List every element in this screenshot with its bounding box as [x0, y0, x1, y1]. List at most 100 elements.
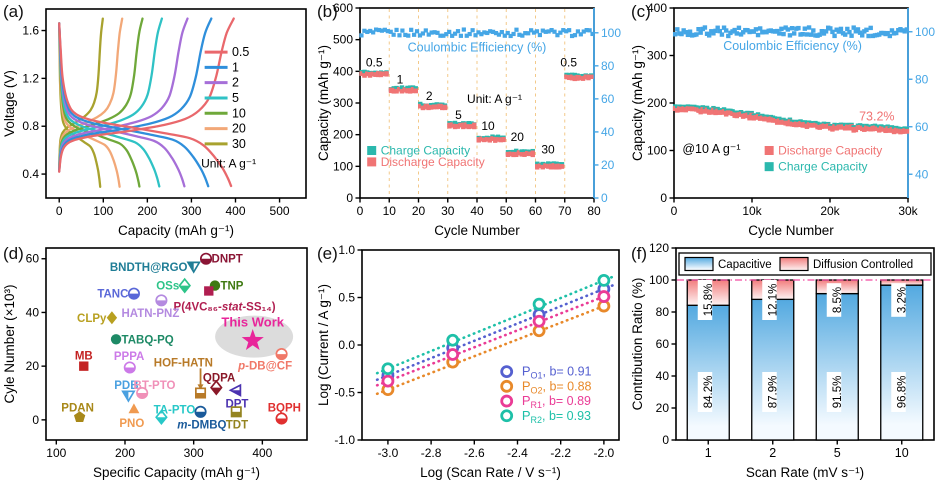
svg-text:This Work: This Work	[221, 315, 284, 330]
svg-text:120: 120	[649, 242, 669, 255]
svg-text:30: 30	[232, 137, 246, 151]
panel-c: (c) 0 10k 20k 30k 0 100 200 300 400 Cycle Number C…	[628, 0, 942, 242]
svg-text:DNPT: DNPT	[212, 254, 243, 266]
svg-text:-1.0: -1.0	[334, 433, 355, 447]
svg-text:5: 5	[232, 91, 239, 105]
svg-text:CLPy: CLPy	[77, 313, 107, 325]
svg-text:20: 20	[511, 130, 525, 144]
svg-text:96.8%: 96.8%	[896, 376, 908, 409]
svg-text:200: 200	[115, 446, 135, 460]
svg-text:Specific Capacity (mAh g⁻¹): Specific Capacity (mAh g⁻¹)	[93, 465, 260, 480]
svg-text:80: 80	[587, 204, 601, 218]
svg-text:BQPH: BQPH	[268, 403, 301, 415]
svg-text:Capacity (mAh g⁻¹): Capacity (mAh g⁻¹)	[118, 223, 234, 238]
svg-text:60: 60	[26, 252, 40, 266]
svg-text:PR2, b= 0.93: PR2, b= 0.93	[522, 408, 591, 425]
svg-text:-2.8: -2.8	[421, 446, 442, 460]
svg-text:20: 20	[601, 158, 615, 172]
svg-text:BNDTH@RGO: BNDTH@RGO	[110, 262, 188, 274]
svg-text:15.8%: 15.8%	[703, 284, 715, 317]
svg-text:PO2, b= 0.88: PO2, b= 0.88	[522, 378, 592, 395]
svg-text:Voltage (V): Voltage (V)	[2, 70, 17, 137]
svg-text:20: 20	[232, 122, 246, 136]
svg-text:Unit: A g⁻¹: Unit: A g⁻¹	[467, 92, 522, 106]
svg-text:10: 10	[895, 446, 909, 460]
svg-text:40: 40	[26, 305, 40, 319]
svg-text:Unit: A g⁻¹: Unit: A g⁻¹	[201, 156, 256, 170]
svg-text:91.5%: 91.5%	[832, 376, 844, 409]
svg-text:0.5: 0.5	[232, 45, 249, 59]
svg-text:PDAN: PDAN	[61, 403, 94, 415]
svg-text:60: 60	[601, 92, 615, 106]
svg-text:0.5: 0.5	[338, 291, 355, 305]
svg-text:100: 100	[649, 273, 669, 287]
svg-text:100: 100	[333, 159, 353, 173]
svg-text:400: 400	[252, 446, 272, 460]
svg-text:10: 10	[383, 204, 397, 218]
svg-text:Capacity (mAh g⁻¹): Capacity (mAh g⁻¹)	[316, 45, 331, 161]
svg-text:500: 500	[270, 204, 290, 218]
svg-text:80: 80	[601, 59, 615, 73]
svg-text:300: 300	[181, 204, 201, 218]
panel-f: (f) 0 20 40 60 80 100 120 Scan Rate (mV s⁻¹) Con…	[628, 242, 942, 484]
svg-text:Discharge Capacity: Discharge Capacity	[778, 144, 882, 158]
svg-text:HATN-PNZ: HATN-PNZ	[121, 308, 179, 320]
svg-text:84.2%: 84.2%	[703, 376, 715, 409]
svg-text:1.6: 1.6	[22, 24, 39, 38]
panel-f-letter: (f)	[631, 244, 648, 263]
svg-text:m-DMBQ: m-DMBQ	[177, 420, 226, 432]
svg-text:40: 40	[601, 125, 615, 139]
svg-text:400: 400	[225, 204, 245, 218]
rate-capability-chart: 0 10 20 30 40 50 60 70 800100200300400500600Cycl…	[316, 1, 621, 238]
svg-text:600: 600	[333, 1, 353, 15]
svg-text:40: 40	[915, 167, 929, 181]
svg-text:Contribution Ratio (%): Contribution Ratio (%)	[630, 278, 645, 411]
svg-text:Discharge Capacity: Discharge Capacity	[381, 155, 485, 169]
svg-text:200: 200	[137, 204, 157, 218]
svg-text:Cycle Number: Cycle Number	[434, 223, 520, 238]
long-cycling-chart: 0 10k 20k 30k 0 100 200 300 400 Cycle Number Capac…	[630, 1, 935, 238]
svg-text:0: 0	[662, 433, 669, 447]
svg-text:8.5%: 8.5%	[832, 287, 844, 313]
svg-text:2: 2	[426, 89, 433, 103]
svg-text:30: 30	[441, 204, 455, 218]
svg-text:1.2: 1.2	[22, 71, 39, 85]
svg-text:10k: 10k	[742, 204, 762, 218]
svg-text:40: 40	[656, 369, 670, 383]
svg-text:Charge Capacity: Charge Capacity	[778, 160, 867, 174]
panel-e-letter: (e)	[317, 244, 338, 263]
svg-text:HOF-HATN: HOF-HATN	[154, 358, 213, 370]
panel-b: (b) 0 10 20 30 40 50 60 70 80 0 100 200 300 400 500 600…	[314, 0, 628, 242]
svg-text:0.5: 0.5	[560, 56, 577, 70]
svg-text:Capacitive: Capacitive	[718, 259, 772, 271]
svg-text:100: 100	[647, 144, 667, 158]
svg-text:0.0: 0.0	[338, 338, 355, 352]
svg-text:-2.6: -2.6	[464, 446, 485, 460]
panel-d: (d) 100 200 300 400 0 20 40 60 Specific Capacity…	[0, 242, 314, 484]
svg-text:2: 2	[232, 76, 239, 90]
svg-text:200: 200	[647, 96, 667, 110]
svg-text:-3.0: -3.0	[378, 446, 399, 460]
svg-text:300: 300	[333, 96, 353, 110]
svg-text:BT-PTO: BT-PTO	[134, 380, 176, 392]
svg-text:20: 20	[26, 359, 40, 373]
svg-text:0.4: 0.4	[22, 167, 39, 181]
svg-text:TANC: TANC	[97, 289, 128, 301]
svg-text:p-DB@CF: p-DB@CF	[237, 360, 292, 372]
svg-text:1.0: 1.0	[338, 243, 355, 257]
svg-text:20k: 20k	[820, 204, 840, 218]
panel-c-letter: (c)	[631, 2, 651, 21]
svg-text:20: 20	[656, 401, 670, 415]
svg-text:TA-PTO: TA-PTO	[154, 405, 196, 417]
svg-text:1: 1	[705, 446, 712, 460]
svg-text:@10 A g⁻¹: @10 A g⁻¹	[682, 142, 740, 156]
svg-text:TNP: TNP	[220, 281, 243, 293]
svg-text:0: 0	[56, 204, 63, 218]
svg-text:10: 10	[232, 106, 246, 120]
panel-b-letter: (b)	[317, 2, 338, 21]
svg-text:100: 100	[915, 25, 935, 39]
svg-text:80: 80	[656, 305, 670, 319]
svg-text:500: 500	[333, 33, 353, 47]
svg-text:40: 40	[470, 204, 484, 218]
